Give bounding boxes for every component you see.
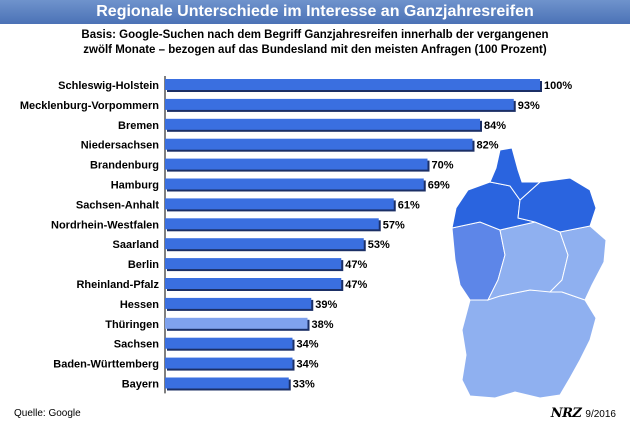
value-label: 70% [432,160,454,172]
category-label: Brandenburg [90,160,159,172]
category-label: Saarland [113,239,159,251]
category-label: Berlin [128,259,159,271]
footer-date: 9/2016 [585,409,616,420]
category-label: Schleswig-Holstein [58,80,159,92]
bar [165,337,293,349]
category-label: Thüringen [105,319,159,331]
bar [165,218,379,230]
value-label: 100% [544,80,572,92]
bar [165,79,540,90]
subtitle-line-1: Basis: Google-Suchen nach dem Begriff Ga… [81,29,549,41]
bar [165,98,514,110]
map-east [548,225,607,301]
value-label: 34% [297,339,319,351]
category-label: Bremen [118,120,159,132]
bar [165,317,308,329]
category-label: Baden-Württemberg [53,359,159,371]
category-label: Nordrhein-Westfalen [51,219,159,231]
value-label: 57% [383,219,405,231]
subtitle-line-2: zwölf Monate – bezogen auf das Bundeslan… [83,44,547,56]
value-label: 33% [293,379,315,391]
value-label: 61% [398,199,420,211]
bar [165,158,428,170]
category-label: Sachsen-Anhalt [76,199,159,211]
value-label: 47% [345,279,367,291]
germany-map [451,147,607,399]
value-label: 53% [368,239,390,251]
bars-group: Schleswig-Holstein 100% Mecklenburg-Vorpom… [20,76,572,394]
bar [165,278,342,289]
category-label: Niedersachsen [81,140,160,152]
map-south [461,289,597,399]
nrz-logo: NRZ [550,406,582,421]
map-north-east [517,177,597,233]
value-label: 38% [312,319,334,331]
bar [165,238,364,250]
bar [165,118,480,130]
bar [165,258,342,270]
bar [165,377,289,389]
category-label: Hessen [120,299,159,311]
value-label: 82% [477,140,499,152]
value-label: 34% [297,359,319,371]
value-label: 69% [428,180,450,192]
category-label: Rheinland-Pfalz [76,279,159,291]
bar [165,357,293,369]
bar [165,297,312,309]
chart-subtitle: Basis: Google-Suchen nach dem Begriff Ga… [0,28,630,58]
bar [165,178,424,190]
source-note: Quelle: Google [14,408,81,419]
category-label: Bayern [122,379,160,391]
footer-credit: NRZ 9/2016 [551,406,616,421]
value-label: 39% [315,299,337,311]
category-label: Sachsen [114,339,160,351]
value-label: 93% [518,100,540,112]
category-label: Hamburg [111,180,159,192]
map-north [489,147,542,201]
value-label: 47% [345,259,367,271]
value-label: 84% [484,120,506,132]
bar [165,138,473,150]
category-label: Mecklenburg-Vorpommern [20,100,159,112]
chart-title: Regionale Unterschiede im Interesse an G… [0,0,630,24]
bar [165,198,394,210]
